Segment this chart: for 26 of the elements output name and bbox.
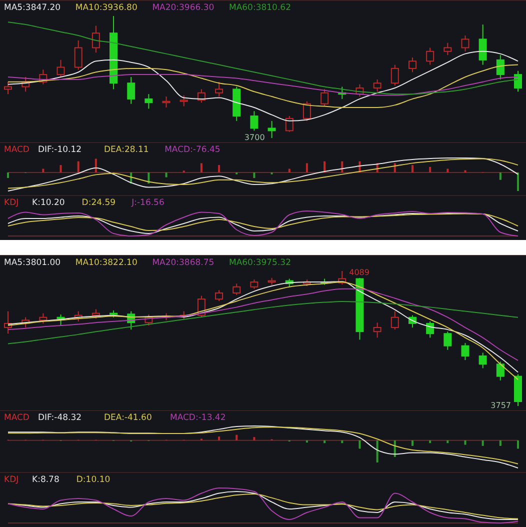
series-label: J:-16.56 <box>130 198 164 208</box>
annotation: 4089 <box>349 268 370 277</box>
text: MA5:3847.20 <box>4 3 61 13</box>
series-label: DEA:-41.60 <box>104 413 152 423</box>
series-label: DIF:-48.32 <box>38 413 82 423</box>
chart-title: KDJ <box>4 475 19 485</box>
series-label: DIF:-10.12 <box>38 145 82 155</box>
text: K:8.78 <box>32 475 60 485</box>
chart-title: MACD <box>4 145 30 155</box>
text: MA60:3975.32 <box>229 258 291 268</box>
text: MA20:3868.75 <box>152 258 214 268</box>
text: D:10.10 <box>76 475 110 485</box>
text: MACD:-13.42 <box>170 413 226 423</box>
text: MACD:-76.45 <box>164 145 220 155</box>
annotation: 3757 <box>490 401 511 410</box>
text: MA60:3810.62 <box>229 3 291 13</box>
chart-title: MACD <box>4 413 30 423</box>
text: MA20:3966.30 <box>152 3 214 13</box>
series-label: K:10.20 <box>32 198 65 208</box>
text: MA10:3936.80 <box>75 3 138 13</box>
series-label: D:24.59 <box>82 198 116 208</box>
annotation: 3700 <box>244 133 265 142</box>
chart-title: KDJ <box>4 198 19 208</box>
text: MA10:3822.10 <box>75 258 138 268</box>
text: MA5:3801.00 <box>4 258 61 268</box>
text: DEA:28.11 <box>104 145 149 155</box>
